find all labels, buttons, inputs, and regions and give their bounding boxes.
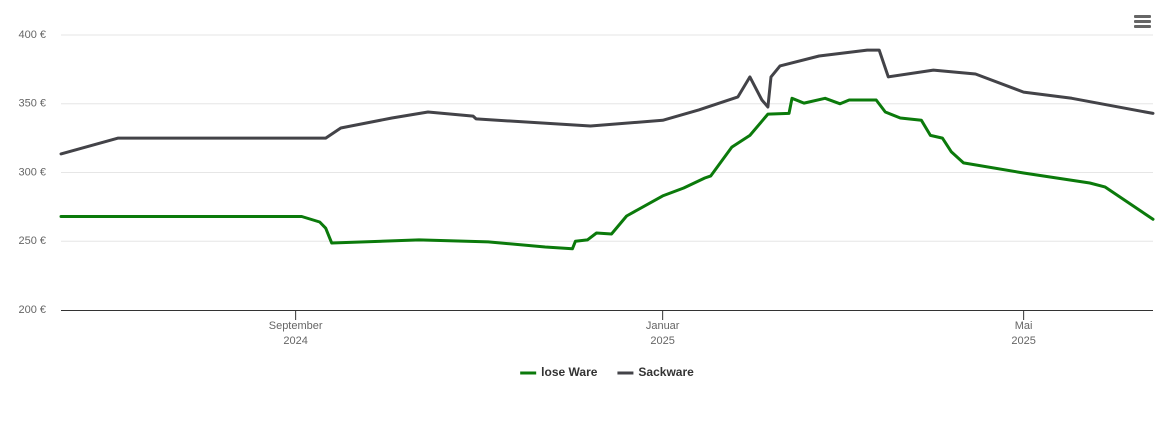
menu-bar xyxy=(1134,20,1151,23)
series-line xyxy=(59,96,1155,251)
menu-bar xyxy=(1134,15,1151,18)
legend: lose Ware Sackware xyxy=(520,365,694,379)
y-tick-label: 200 € xyxy=(18,304,46,316)
x-tick-label: September xyxy=(269,320,323,332)
x-tick-label: Januar xyxy=(646,320,680,332)
y-tick-label: 250 € xyxy=(18,235,46,247)
legend-item[interactable]: Sackware xyxy=(617,365,694,379)
legend-label: Sackware xyxy=(638,365,694,379)
y-tick-label: 400 € xyxy=(18,29,46,41)
x-tick-label: 2025 xyxy=(1011,335,1035,347)
menu-bar xyxy=(1134,25,1151,28)
y-tick-label: 350 € xyxy=(18,98,46,110)
x-tick-label: 2024 xyxy=(283,335,307,347)
series-line xyxy=(59,48,1155,156)
legend-label: lose Ware xyxy=(541,365,598,379)
legend-item[interactable]: lose Ware xyxy=(520,365,598,379)
x-tick-label: Mai xyxy=(1015,320,1033,332)
menu-button[interactable] xyxy=(1134,15,1151,28)
x-tick-label: 2025 xyxy=(650,335,674,347)
y-tick-label: 300 € xyxy=(18,166,46,178)
